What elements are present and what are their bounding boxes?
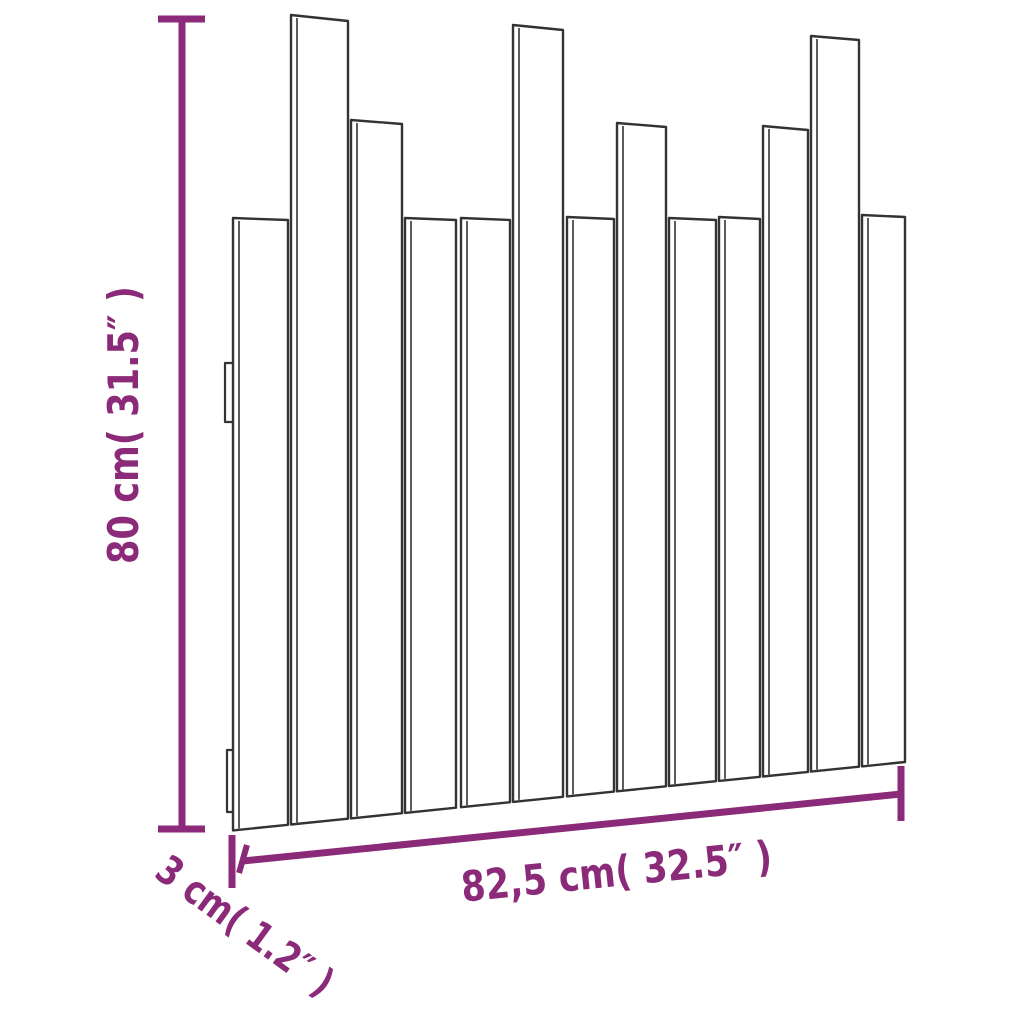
headboard-slat-short: [565, 215, 616, 798]
headboard-slat-tall: [289, 13, 350, 826]
width-dimension-line: [242, 790, 902, 865]
height-dimension: 80 cm( 31.5″ ): [99, 15, 205, 833]
depth-dimension-label: 3 cm( 1.2″ ): [147, 847, 342, 1006]
headboard-slat-medium: [349, 118, 404, 820]
headboard-slat-medium: [615, 121, 668, 793]
headboard-slat-short: [667, 216, 718, 788]
headboard-slats: [231, 13, 907, 832]
headboard-slat-medium: [761, 124, 810, 778]
headboard-slat-short: [403, 216, 458, 815]
depth-dimension: 3 cm( 1.2″ ): [147, 844, 342, 1006]
headboard-slat-short: [860, 213, 907, 768]
headboard-slat-short: [459, 216, 512, 809]
headboard-slat-tall: [511, 23, 565, 804]
headboard-slat-tall: [809, 34, 861, 773]
height-dimension-label: 80 cm( 31.5″ ): [99, 286, 148, 564]
width-dimension-label: 82,5 cm( 32.5″ ): [459, 831, 774, 911]
headboard-slat-short: [717, 215, 762, 783]
depth-dimension-near-cap: [236, 844, 250, 874]
headboard-slat-short: [231, 216, 290, 832]
